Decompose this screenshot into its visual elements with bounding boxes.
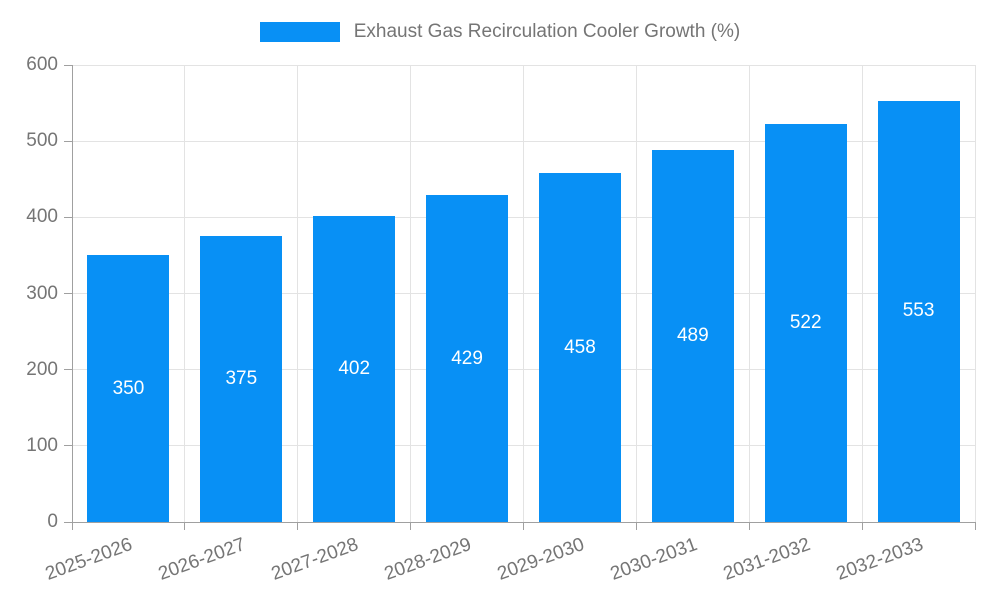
bar-value-label: 522 — [789, 312, 822, 334]
bar-value-label: 402 — [338, 357, 371, 379]
x-axis-tick — [861, 522, 863, 530]
y-axis-tick-label: 0 — [47, 511, 58, 532]
gridline-vertical — [748, 65, 750, 522]
bar-value-label: 375 — [225, 368, 258, 390]
bar[interactable]: 375 — [200, 236, 283, 522]
x-axis-tick-label: 2025-2026 — [43, 534, 136, 585]
bar-value-label: 458 — [564, 336, 596, 358]
x-axis-tick — [523, 522, 524, 530]
bar[interactable]: 553 — [877, 100, 960, 522]
bar[interactable]: 489 — [651, 149, 734, 522]
x-axis-tick — [410, 522, 412, 530]
y-axis-tick-label: 500 — [26, 130, 58, 152]
y-axis-tick — [64, 369, 72, 371]
x-axis-tick-label: 2027-2028 — [268, 534, 362, 585]
bar[interactable]: 429 — [426, 195, 509, 522]
x-axis-tick-label: 2026-2027 — [155, 534, 249, 585]
bar-value-label: 553 — [902, 300, 935, 322]
bar-value-label: 489 — [676, 324, 709, 346]
gridline-vertical — [861, 65, 863, 522]
y-axis-line — [71, 65, 73, 530]
x-axis-tick — [635, 522, 637, 530]
x-axis-tick-label: 2030-2031 — [607, 534, 700, 585]
y-axis-tick-label: 300 — [26, 282, 58, 304]
y-axis-tick-label: 100 — [26, 434, 58, 456]
gridline-vertical — [635, 65, 637, 522]
y-axis-tick — [64, 445, 72, 447]
x-axis-tick — [184, 522, 186, 530]
gridline-vertical — [974, 65, 976, 522]
y-axis-tick-label: 200 — [26, 358, 58, 380]
x-axis-line — [72, 521, 976, 523]
y-axis-tick — [64, 64, 72, 66]
y-axis-tick-label: 400 — [26, 206, 58, 228]
y-axis-tick — [64, 521, 72, 523]
gridline-vertical — [523, 65, 524, 522]
bar-value-label: 350 — [112, 377, 145, 399]
x-axis-tick — [297, 522, 299, 530]
legend-label: Exhaust Gas Recirculation Cooler Growth … — [353, 21, 741, 42]
x-axis-tick-label: 2032-2033 — [833, 534, 926, 585]
legend-item[interactable]: Exhaust Gas Recirculation Cooler Growth … — [0, 18, 1000, 46]
x-axis-tick-label: 2029-2030 — [494, 534, 588, 585]
gridline-vertical — [410, 65, 412, 522]
x-axis-tick-label: 2031-2032 — [720, 534, 813, 585]
gridline-vertical — [297, 65, 299, 522]
gridline-vertical — [184, 65, 186, 522]
y-axis-tick-label: 600 — [26, 54, 58, 75]
bar[interactable]: 522 — [764, 124, 847, 522]
x-axis-tick — [974, 522, 976, 530]
y-axis-tick — [64, 293, 72, 294]
y-axis-tick — [64, 140, 72, 142]
bar[interactable]: 458 — [538, 173, 621, 522]
x-axis-tick — [748, 522, 750, 530]
bar-value-label: 429 — [451, 347, 483, 369]
legend-swatch — [259, 22, 340, 42]
y-axis-tick — [64, 216, 72, 218]
bar[interactable]: 350 — [87, 255, 170, 522]
x-axis-tick-label: 2028-2029 — [381, 534, 475, 585]
bar[interactable]: 402 — [313, 215, 396, 522]
